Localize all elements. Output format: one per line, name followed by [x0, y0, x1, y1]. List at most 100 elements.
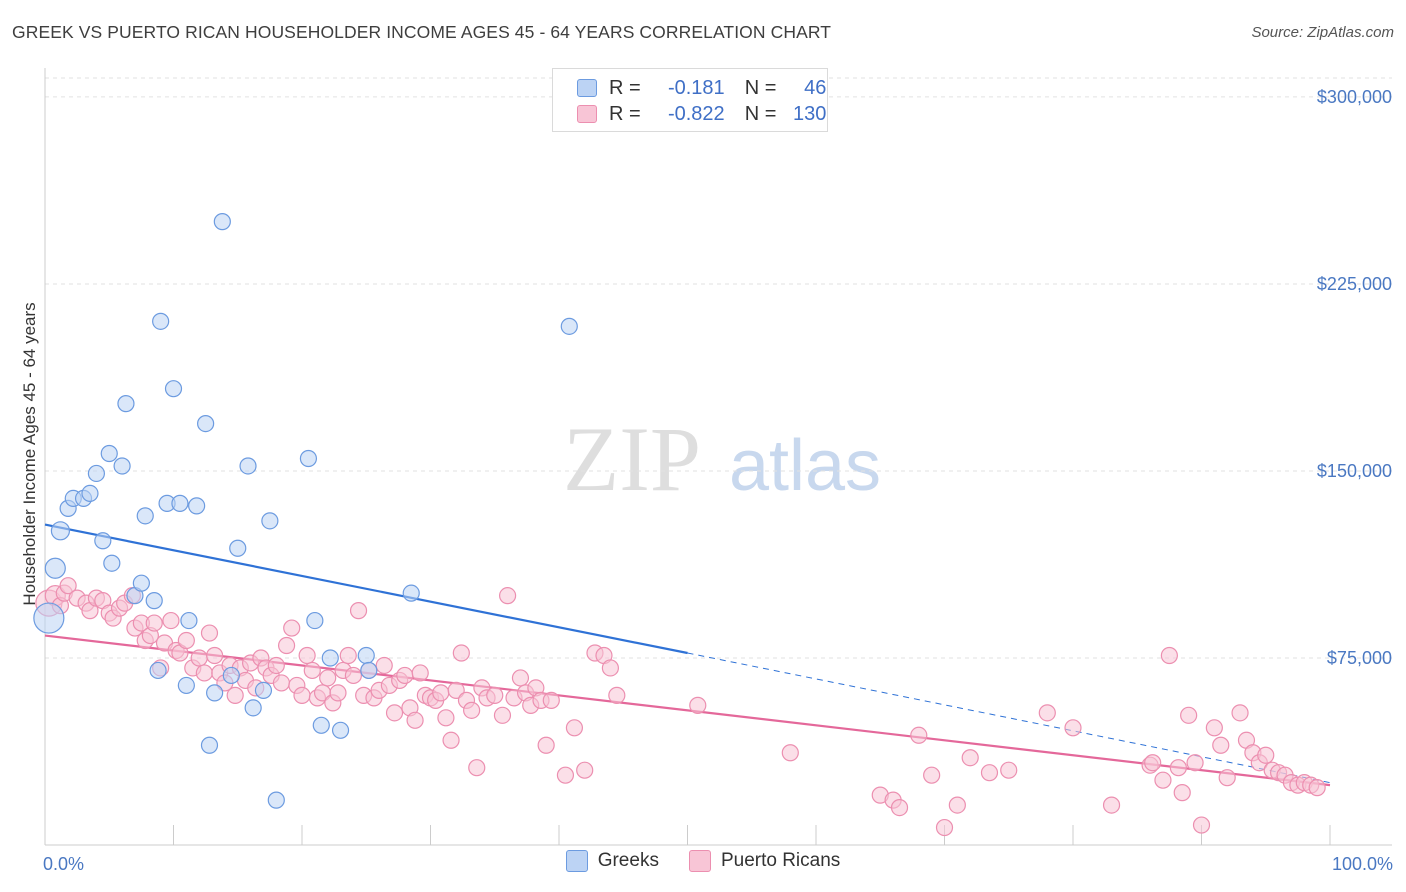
- pr-point: [1038, 704, 1056, 722]
- data-points: [33, 213, 1326, 837]
- pr-point: [206, 646, 224, 665]
- pr-point: [283, 619, 301, 637]
- tick-labels: $75,000 $150,000 $225,000 $300,000 0.0% 100.0…: [43, 87, 1393, 874]
- greek-point: [312, 716, 330, 734]
- pr-point: [59, 577, 77, 595]
- pr-point: [1205, 719, 1223, 737]
- pr-point: [556, 766, 575, 784]
- y-tick-label: $300,000: [1317, 87, 1392, 107]
- greek-point: [94, 532, 112, 550]
- greek-point: [149, 661, 167, 680]
- greek-point: [132, 574, 150, 592]
- pr-point: [601, 659, 620, 677]
- greek-point: [239, 457, 257, 475]
- greek-trend-line: [44, 523, 688, 655]
- pr-point: [1192, 816, 1211, 834]
- greek-point: [180, 611, 198, 630]
- y-tick-label: $225,000: [1317, 274, 1392, 294]
- trend-lines: [44, 523, 1331, 787]
- pr-point: [200, 624, 219, 642]
- pr-point: [1154, 771, 1172, 789]
- correlation-legend: R = -0.181 N = 46 R = -0.822 N = 130: [552, 68, 828, 132]
- pr-point: [344, 666, 362, 685]
- greek-point: [560, 317, 578, 335]
- pr-swatch: [577, 105, 597, 123]
- pr-point: [689, 696, 707, 714]
- greek-point: [152, 312, 170, 330]
- pr-point: [396, 666, 414, 685]
- pr-point: [493, 706, 512, 724]
- legend-item-greeks: Greeks: [565, 850, 659, 872]
- pr-legend-label: Puerto Ricans: [720, 850, 841, 871]
- pr-point: [781, 744, 799, 762]
- pr-point: [499, 587, 517, 605]
- pr-point: [890, 798, 909, 817]
- greek-point: [206, 684, 224, 702]
- greek-point: [50, 521, 71, 541]
- greek-point: [103, 554, 121, 572]
- pr-point: [411, 664, 429, 682]
- series-legend: Greeks Puerto Ricans: [0, 850, 1406, 872]
- greek-point: [321, 649, 339, 667]
- pr-point: [961, 749, 979, 767]
- legend-item-puerto-ricans: Puerto Ricans: [688, 850, 841, 872]
- greek-swatch: [577, 79, 597, 97]
- greeks-legend-swatch: [565, 850, 588, 872]
- watermark-atlas: atlas: [729, 426, 881, 506]
- greek-point: [113, 457, 131, 475]
- greek-point: [402, 584, 420, 602]
- pr-point: [329, 684, 347, 702]
- pr-point: [463, 701, 481, 719]
- pr-point: [980, 764, 999, 782]
- legend-row-greek: R = -0.181 N = 46: [577, 75, 826, 101]
- pr-point: [1180, 706, 1198, 724]
- pr-point: [1218, 769, 1236, 787]
- greek-point: [261, 512, 279, 530]
- pr-point: [935, 818, 954, 837]
- pr-point: [1173, 784, 1191, 802]
- greek-point: [87, 464, 106, 483]
- pr-point: [272, 674, 291, 692]
- pr-point: [432, 684, 450, 702]
- greek-point: [117, 395, 135, 413]
- pr-point: [437, 709, 455, 727]
- greek-point: [306, 611, 324, 630]
- pr-point: [452, 644, 470, 662]
- pr-point: [162, 611, 180, 630]
- pr-n-label: N =: [744, 102, 777, 125]
- pr-point: [177, 631, 195, 650]
- greek-point: [357, 646, 375, 665]
- pr-point: [1212, 736, 1230, 754]
- pr-point: [226, 686, 244, 704]
- pr-point: [468, 759, 486, 777]
- chart-title: GREEK VS PUERTO RICAN HOUSEHOLDER INCOME…: [12, 22, 832, 42]
- y-tick-label: $150,000: [1317, 461, 1392, 481]
- greek-point: [197, 414, 215, 433]
- pr-point: [1186, 754, 1204, 772]
- greeks-legend-label: Greeks: [597, 850, 659, 871]
- grid-lines: [45, 77, 1392, 659]
- greek-point: [299, 449, 318, 468]
- greek-point: [177, 676, 195, 695]
- greek-n-label: N =: [744, 76, 777, 99]
- pr-point: [910, 726, 928, 744]
- pr-point: [1064, 719, 1082, 737]
- greek-point: [360, 661, 378, 680]
- pr-point: [447, 681, 465, 700]
- pr-point: [948, 796, 966, 814]
- pr-point: [1257, 746, 1275, 764]
- greek-point: [164, 380, 183, 398]
- pr-point: [1308, 779, 1326, 797]
- greek-point: [254, 681, 273, 700]
- pr-point: [385, 704, 404, 722]
- greek-point: [244, 699, 262, 717]
- pr-point: [349, 602, 368, 620]
- pr-point: [277, 636, 296, 655]
- greek-r-label: R =: [609, 76, 641, 99]
- y-axis-label: Householder Income Ages 45 - 64 years: [20, 302, 39, 605]
- greek-point: [188, 497, 206, 515]
- pr-point: [303, 661, 321, 680]
- greek-n-value: 46: [804, 76, 827, 99]
- pr-point: [1144, 754, 1162, 772]
